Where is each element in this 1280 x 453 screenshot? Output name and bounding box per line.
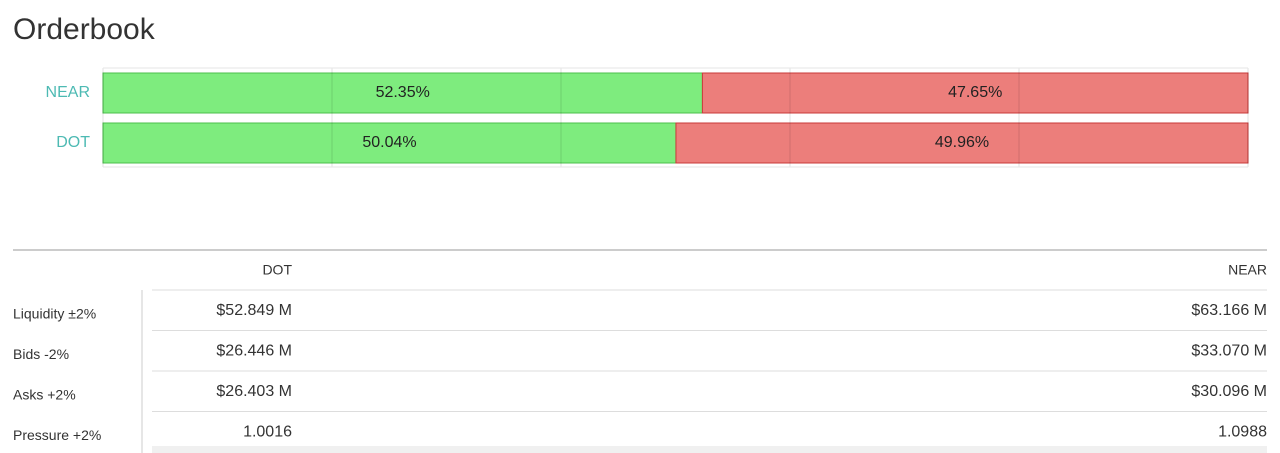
- row-label: Pressure +2%: [13, 427, 101, 443]
- page-title: Orderbook: [13, 13, 156, 46]
- cell-value: $26.446 M: [216, 343, 292, 360]
- cell-value: $33.070 M: [1191, 343, 1267, 360]
- row-label: Liquidity ±2%: [13, 306, 96, 322]
- column-header: NEAR: [1228, 262, 1267, 278]
- bar-segment: [102, 122, 677, 164]
- bar-segment: [102, 72, 703, 114]
- row-label: Asks +2%: [13, 387, 76, 403]
- cell-value: $26.403 M: [216, 383, 292, 400]
- cell-value: $30.096 M: [1191, 383, 1267, 400]
- scroll-strip: [152, 446, 1267, 453]
- column-header: DOT: [262, 262, 292, 278]
- bar-segment: [675, 122, 1249, 164]
- row-label: Bids -2%: [13, 346, 69, 362]
- cell-value: $52.849 M: [216, 302, 292, 319]
- cell-value: 1.0016: [243, 424, 292, 441]
- bar-segment: [701, 72, 1249, 114]
- bar-value-label: 49.96%: [935, 134, 989, 151]
- cell-value: $63.166 M: [1191, 302, 1267, 319]
- bar-value-label: 47.65%: [948, 84, 1002, 101]
- bar-value-label: 50.04%: [362, 134, 416, 151]
- category-label: NEAR: [46, 84, 90, 101]
- category-label: DOT: [56, 134, 90, 151]
- cell-value: 1.0988: [1218, 424, 1267, 441]
- bar-value-label: 52.35%: [376, 84, 430, 101]
